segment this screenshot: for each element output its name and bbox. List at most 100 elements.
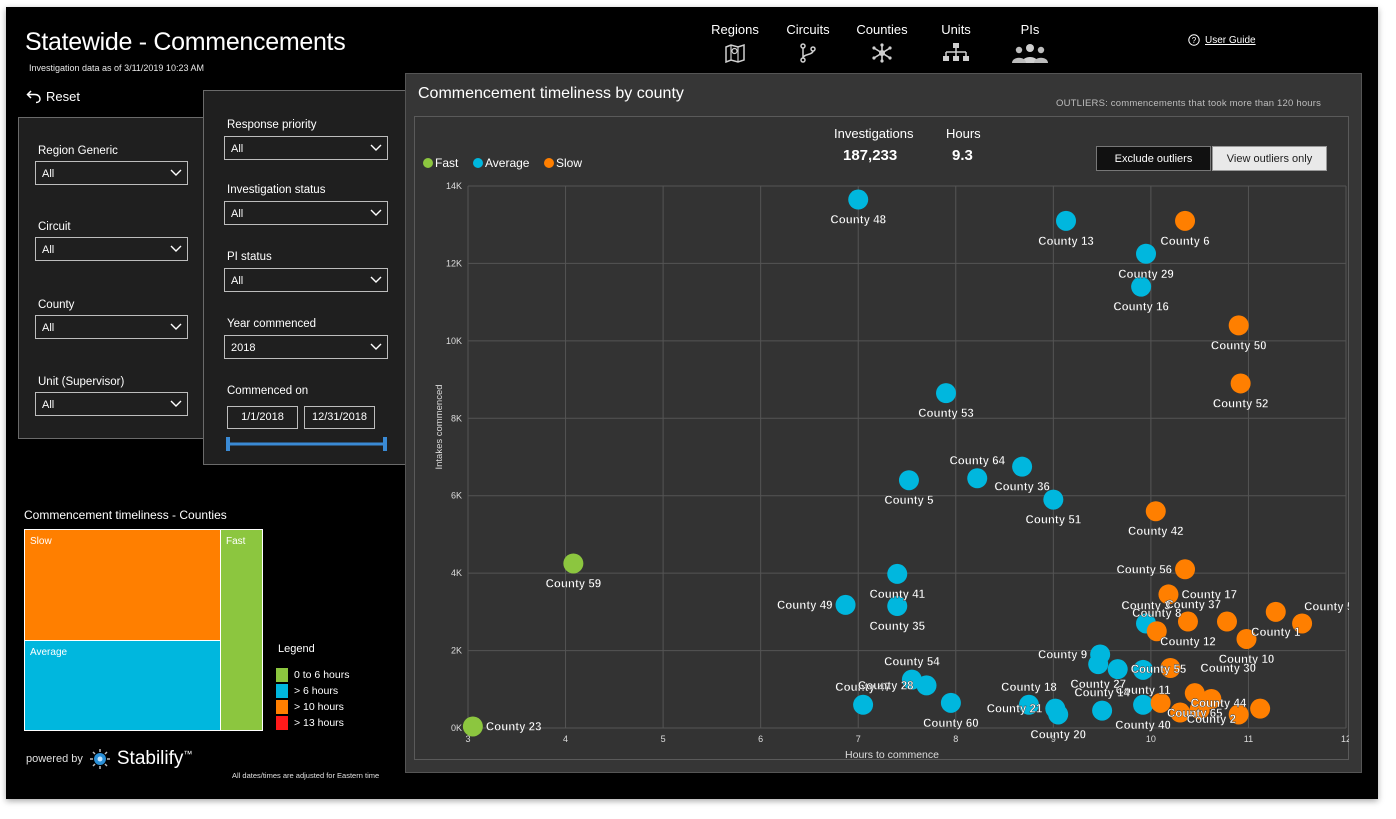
nav-circuits[interactable]: Circuits [778,22,838,63]
user-guide-label: User Guide [1205,34,1256,46]
view-outliers-only-button[interactable]: View outliers only [1212,146,1327,171]
y-tick-label: 14K [446,181,462,191]
data-label: County 12 [1160,637,1216,649]
data-point [462,716,483,737]
data-label: County 17 [1181,589,1237,601]
data-label: County 35 [869,621,925,633]
data-label: County 14 [1074,688,1130,700]
chevron-down-icon [370,144,382,151]
data-point [1056,210,1077,231]
y-tick-label: 4K [451,568,462,578]
data-as-of-text: Investigation data as of 3/11/2019 10:23… [29,63,204,73]
year-commenced-select[interactable]: 2018 [224,335,388,359]
data-label: County 52 [1213,398,1269,410]
circuit-select[interactable]: All [35,237,188,261]
data-label: County 56 [1116,564,1172,576]
nav-pis[interactable]: PIs [1000,22,1060,63]
legend-swatch [276,716,288,730]
undo-icon [26,90,41,104]
data-label: County 47 [835,682,891,694]
data-point [1160,657,1181,678]
data-label: County 58 [1304,601,1349,613]
data-label: County 8 [1132,608,1182,620]
data-point [887,596,908,617]
data-point [1230,373,1251,394]
county-filter-label: County [38,299,75,311]
treemap-tile-slow[interactable]: Slow [24,529,221,641]
data-point [967,468,988,489]
data-point [1158,584,1179,605]
slider-end-handle[interactable] [383,437,387,451]
slider-start-handle[interactable] [226,437,230,451]
data-label: County 2 [1187,714,1236,726]
data-label: County 29 [1118,269,1174,281]
data-label: County 20 [1030,729,1086,741]
circuit-filter-label: Circuit [38,221,71,233]
data-point [1133,694,1154,715]
nav-regions-label: Regions [711,22,759,37]
data-label: County 51 [1026,515,1082,527]
investigation-status-label: Investigation status [227,184,326,196]
y-tick-label: 2K [451,646,462,656]
data-point [1092,700,1113,721]
nav-regions[interactable]: Regions [705,22,765,63]
data-label: County 13 [1038,236,1094,248]
unit-filter-label: Unit (Supervisor) [38,376,125,388]
circuit-branch-icon [800,43,816,63]
data-label: County 28 [858,680,914,692]
data-point [1150,692,1171,713]
user-guide-link[interactable]: ? User Guide [1188,34,1256,46]
chevron-down-icon [170,245,182,252]
treemap-tile-average[interactable]: Average [24,640,221,731]
legend-marker [423,158,433,168]
outliers-note: OUTLIERS: commencements that took more t… [1056,98,1322,109]
data-label: County 48 [830,215,886,227]
response-priority-select[interactable]: All [224,136,388,160]
date-range-slider[interactable] [226,437,388,451]
powered-by-label: powered by [26,753,83,765]
nav-counties[interactable]: Counties [852,22,912,63]
people-group-icon [1012,44,1048,63]
end-date-input[interactable]: 12/31/2018 [304,406,375,429]
data-point [887,563,908,584]
data-point [835,594,856,615]
pi-status-select[interactable]: All [224,268,388,292]
county-select-value: All [42,322,55,334]
unit-select[interactable]: All [35,392,188,416]
response-priority-label: Response priority [227,119,317,131]
legend-label: > 13 hours [294,717,344,729]
treemap-tile-fast-label: Fast [226,536,246,547]
year-commenced-label: Year commenced [227,318,317,330]
data-label: County 64 [949,455,1005,467]
start-date-input[interactable]: 1/1/2018 [227,406,298,429]
legend-swatch [276,700,288,714]
data-point [1131,276,1152,297]
legend-marker [473,158,483,168]
legend-label: > 10 hours [294,701,344,713]
x-tick-label: 7 [856,734,861,744]
nav-circuits-label: Circuits [786,22,830,37]
exclude-outliers-button[interactable]: Exclude outliers [1096,146,1211,171]
treemap-tile-fast[interactable]: Fast [220,529,263,731]
kpi-investigations-label: Investigations [834,126,914,141]
reset-label: Reset [46,88,80,104]
data-label: County 16 [1113,302,1169,314]
legend-label: Fast [435,156,459,170]
investigation-status-select[interactable]: All [224,201,388,225]
region-select[interactable]: All [35,161,188,185]
circuit-select-value: All [42,244,55,256]
treemap-title: Commencement timeliness - Counties [24,508,227,522]
nav-units[interactable]: Units [926,22,986,63]
data-point [1018,694,1039,715]
data-point [1228,704,1249,725]
data-label: County 30 [1200,663,1256,675]
county-select[interactable]: All [35,315,188,339]
data-label: County 41 [869,589,925,601]
x-axis-label: Hours to commence [845,749,939,760]
nav-units-label: Units [941,22,971,37]
data-point [1136,243,1157,264]
data-point [1175,210,1196,231]
reset-button[interactable]: Reset [26,88,80,104]
x-tick-label: 6 [758,734,763,744]
y-tick-label: 8K [451,413,462,423]
